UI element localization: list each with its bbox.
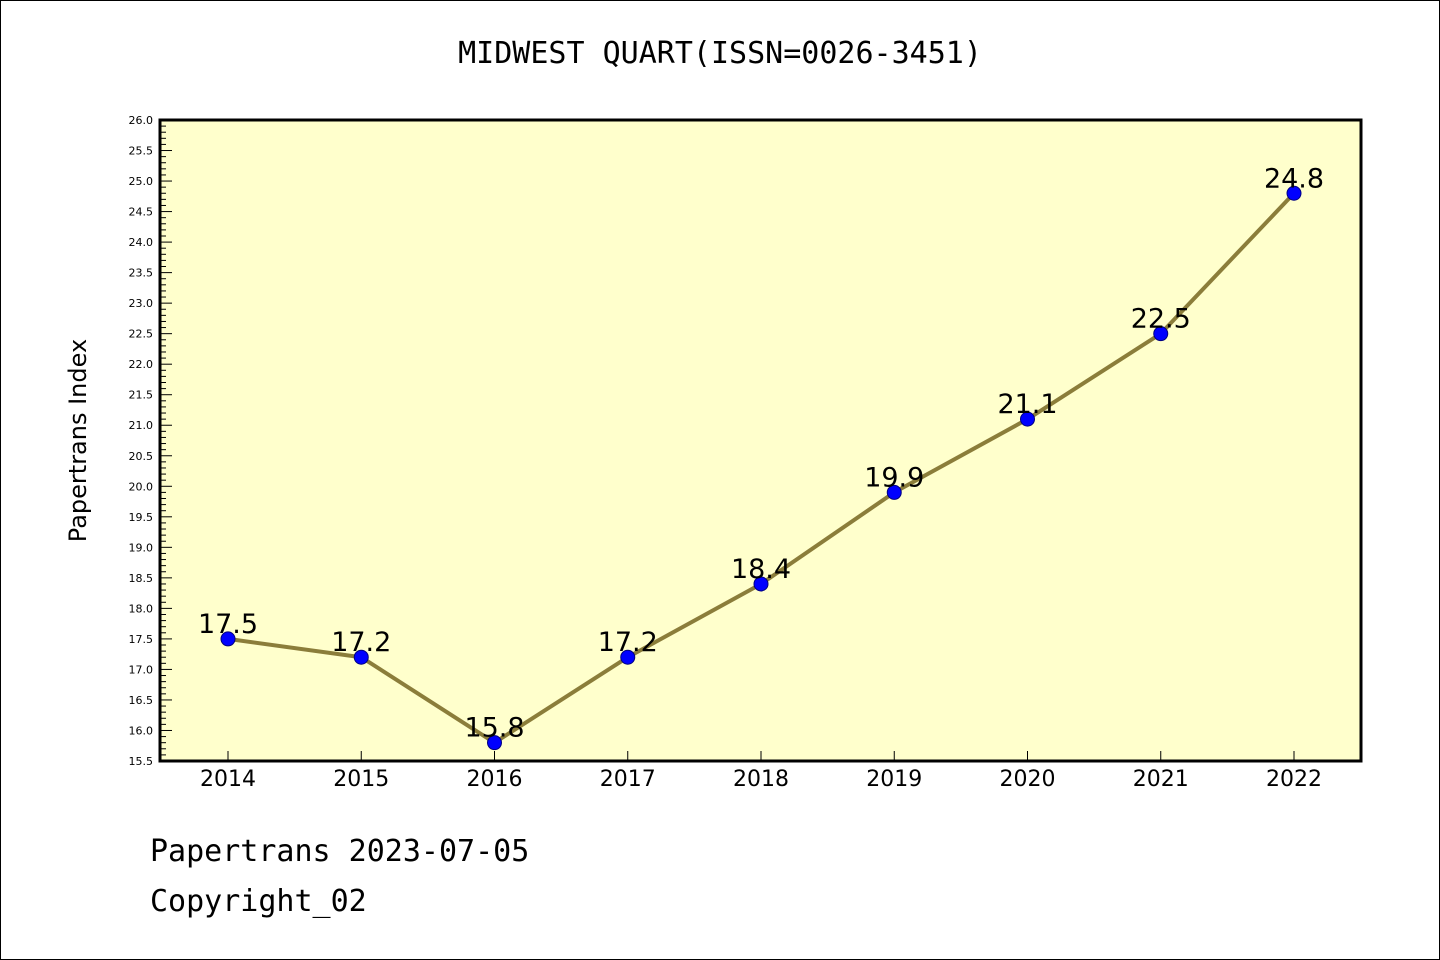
data-label: 17.5 <box>198 609 258 640</box>
data-label: 24.8 <box>1264 163 1324 194</box>
x-tick-label: 2020 <box>1000 767 1056 792</box>
y-tick-label: 15.5 <box>129 755 154 768</box>
chart-title: MIDWEST QUART(ISSN=0026-3451) <box>458 36 982 71</box>
data-label: 19.9 <box>864 462 924 493</box>
x-tick-label: 2021 <box>1133 767 1189 792</box>
y-tick-label: 26.0 <box>129 114 154 127</box>
data-label: 22.5 <box>1131 304 1191 335</box>
y-axis-label: Papertrans Index <box>64 339 92 542</box>
data-label: 17.2 <box>598 627 658 658</box>
x-tick-label: 2016 <box>467 767 523 792</box>
data-point <box>886 484 902 500</box>
plot-border <box>158 118 1363 763</box>
y-tick-label: 19.0 <box>129 541 154 554</box>
data-labels: 17.5 17.2 15.8 17.2 18.4 19.9 21.1 22.5 24.8 <box>198 163 1324 743</box>
y-tick-label: 18.0 <box>129 602 154 615</box>
y-tick-label: 24.5 <box>129 206 154 219</box>
y-tick-label: 25.5 <box>129 145 154 158</box>
plot-area <box>160 120 1361 761</box>
y-tick-label: 23.0 <box>129 297 154 310</box>
x-tick-label: 2017 <box>600 767 656 792</box>
y-tick-label: 22.0 <box>129 358 154 371</box>
footer-date: Papertrans 2023-07-05 <box>150 834 530 869</box>
data-point <box>1020 411 1035 427</box>
y-tick-label: 19.5 <box>129 511 154 524</box>
y-tick-label: 23.5 <box>129 267 154 280</box>
y-tick-label: 21.5 <box>129 389 154 402</box>
y-tick-label: 17.0 <box>129 663 154 676</box>
y-tick-label: 17.5 <box>129 633 154 646</box>
x-tick-label: 2014 <box>200 767 256 792</box>
data-label: 15.8 <box>464 713 524 744</box>
data-label: 18.4 <box>731 554 791 585</box>
y-tick-label: 20.0 <box>129 480 154 493</box>
x-tick-label: 2015 <box>333 767 389 792</box>
data-points <box>220 185 1302 751</box>
x-tick-label: 2019 <box>866 767 922 792</box>
data-point <box>1286 185 1302 201</box>
y-tick-label: 20.5 <box>129 450 154 463</box>
x-tick-label: 2018 <box>733 767 789 792</box>
footer-copyright: Copyright_02 <box>150 884 367 919</box>
x-axis: 2014 2015 2016 2017 2018 2019 2020 2021 2022 <box>200 751 1322 792</box>
y-tick-label: 22.5 <box>129 328 154 341</box>
data-label: 17.2 <box>331 627 391 658</box>
data-point <box>620 649 636 665</box>
y-tick-label: 16.0 <box>129 724 154 737</box>
y-tick-label: 21.0 <box>129 419 154 432</box>
data-point <box>487 735 502 751</box>
data-point <box>753 576 769 592</box>
x-tick-label: 2022 <box>1266 767 1322 792</box>
data-label: 21.1 <box>997 389 1057 420</box>
y-tick-label: 24.0 <box>129 236 154 249</box>
data-point <box>1153 326 1169 342</box>
data-point <box>353 649 369 665</box>
y-tick-label: 18.5 <box>129 572 154 585</box>
data-point <box>220 631 236 647</box>
y-tick-label: 25.0 <box>129 175 154 188</box>
y-tick-label: 16.5 <box>129 694 154 707</box>
